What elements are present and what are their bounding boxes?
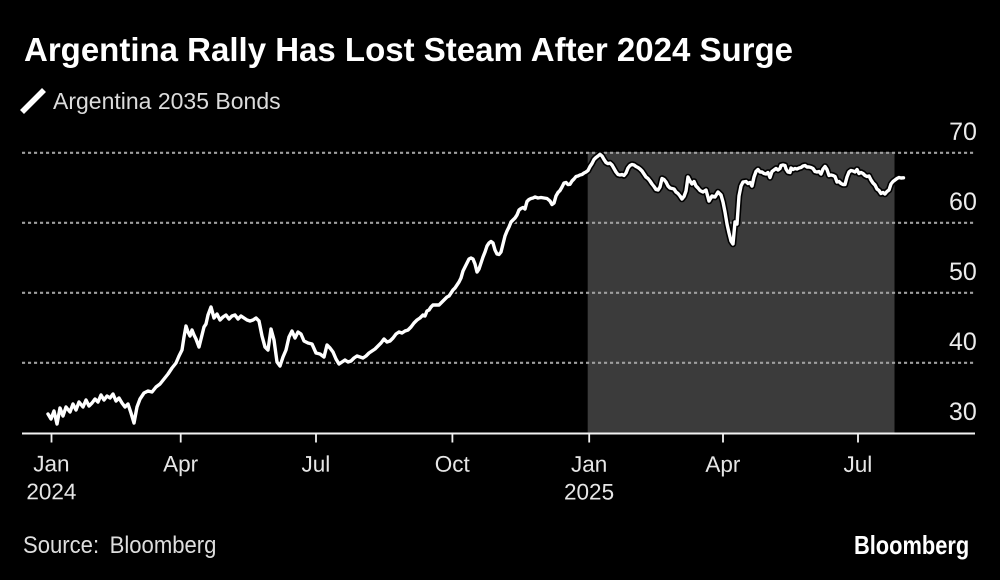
- svg-text:60: 60: [949, 188, 977, 216]
- svg-text:50: 50: [949, 258, 977, 286]
- svg-text:Apr: Apr: [163, 451, 199, 476]
- svg-text:Oct: Oct: [435, 452, 471, 477]
- svg-text:40: 40: [949, 328, 977, 356]
- svg-text:2025: 2025: [564, 480, 614, 505]
- svg-text:70: 70: [949, 118, 977, 146]
- svg-text:2024: 2024: [26, 479, 76, 504]
- svg-text:Jul: Jul: [302, 452, 331, 477]
- svg-text:30: 30: [949, 398, 977, 426]
- svg-text:Apr: Apr: [705, 452, 741, 477]
- svg-text:Jul: Jul: [844, 452, 873, 477]
- svg-text:Jan: Jan: [33, 451, 69, 476]
- svg-text:Jan: Jan: [571, 452, 607, 477]
